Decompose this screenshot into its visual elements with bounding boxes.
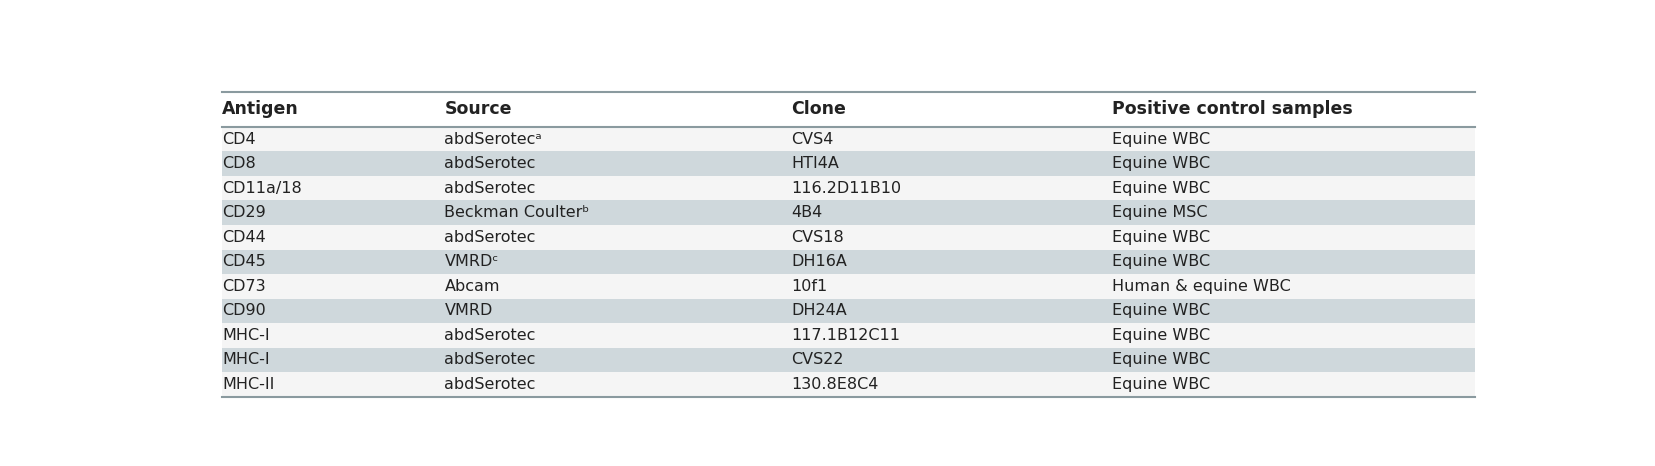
Text: 117.1B12C11: 117.1B12C11 — [791, 328, 899, 343]
Text: CD11a/18: CD11a/18 — [222, 181, 301, 196]
Text: MHC-I: MHC-I — [222, 328, 270, 343]
Text: MHC-II: MHC-II — [222, 377, 275, 392]
Text: DH16A: DH16A — [791, 254, 846, 269]
Text: Equine WBC: Equine WBC — [1111, 132, 1210, 147]
Text: Equine MSC: Equine MSC — [1111, 205, 1206, 220]
Text: CD90: CD90 — [222, 303, 266, 318]
Text: Source: Source — [444, 100, 511, 118]
Text: abdSerotecᵃ: abdSerotecᵃ — [444, 132, 541, 147]
Bar — [222, 323, 1475, 348]
Text: abdSerotec: abdSerotec — [444, 352, 536, 368]
Text: Equine WBC: Equine WBC — [1111, 230, 1210, 245]
Text: CD29: CD29 — [222, 205, 266, 220]
Text: 4B4: 4B4 — [791, 205, 821, 220]
Text: abdSerotec: abdSerotec — [444, 181, 536, 196]
Text: 130.8E8C4: 130.8E8C4 — [791, 377, 877, 392]
Bar — [222, 274, 1475, 299]
Text: Equine WBC: Equine WBC — [1111, 377, 1210, 392]
Bar — [222, 250, 1475, 274]
Text: VMRDᶜ: VMRDᶜ — [444, 254, 498, 269]
Bar — [222, 176, 1475, 200]
Text: Equine WBC: Equine WBC — [1111, 303, 1210, 318]
Bar — [222, 299, 1475, 323]
Text: Antigen: Antigen — [222, 100, 300, 118]
Text: CD44: CD44 — [222, 230, 266, 245]
Text: abdSerotec: abdSerotec — [444, 377, 536, 392]
Bar — [222, 127, 1475, 151]
Bar — [222, 200, 1475, 225]
Bar — [222, 348, 1475, 372]
Text: Equine WBC: Equine WBC — [1111, 156, 1210, 171]
Text: Human & equine WBC: Human & equine WBC — [1111, 279, 1289, 294]
Text: Abcam: Abcam — [444, 279, 500, 294]
Text: abdSerotec: abdSerotec — [444, 230, 536, 245]
Text: CVS18: CVS18 — [791, 230, 842, 245]
Bar — [222, 225, 1475, 250]
Text: CD4: CD4 — [222, 132, 257, 147]
Text: CD8: CD8 — [222, 156, 257, 171]
Text: Equine WBC: Equine WBC — [1111, 352, 1210, 368]
Text: VMRD: VMRD — [444, 303, 493, 318]
Text: 116.2D11B10: 116.2D11B10 — [791, 181, 900, 196]
Bar — [222, 151, 1475, 176]
Text: Equine WBC: Equine WBC — [1111, 254, 1210, 269]
Text: abdSerotec: abdSerotec — [444, 156, 536, 171]
Text: HTI4A: HTI4A — [791, 156, 839, 171]
Text: CD73: CD73 — [222, 279, 266, 294]
Bar — [222, 92, 1475, 127]
Text: abdSerotec: abdSerotec — [444, 328, 536, 343]
Text: Positive control samples: Positive control samples — [1111, 100, 1352, 118]
Text: MHC-I: MHC-I — [222, 352, 270, 368]
Text: 10f1: 10f1 — [791, 279, 828, 294]
Bar — [222, 372, 1475, 397]
Text: Equine WBC: Equine WBC — [1111, 181, 1210, 196]
Text: CD45: CD45 — [222, 254, 266, 269]
Text: CVS22: CVS22 — [791, 352, 842, 368]
Text: DH24A: DH24A — [791, 303, 846, 318]
Text: CVS4: CVS4 — [791, 132, 832, 147]
Text: Clone: Clone — [791, 100, 846, 118]
Text: Equine WBC: Equine WBC — [1111, 328, 1210, 343]
Text: Beckman Coulterᵇ: Beckman Coulterᵇ — [444, 205, 589, 220]
